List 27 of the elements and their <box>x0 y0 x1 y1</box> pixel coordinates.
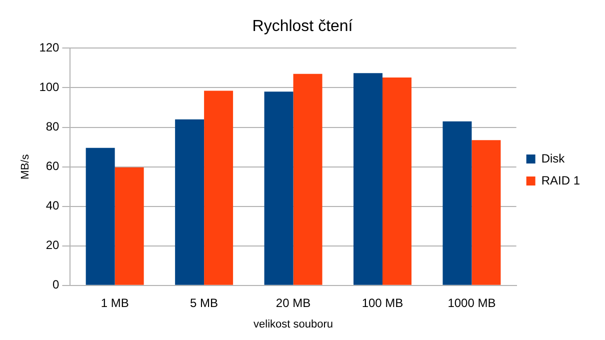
bar <box>175 119 204 285</box>
x-tick-label: 1000 MB <box>448 296 496 310</box>
legend-label: RAID 1 <box>541 173 580 188</box>
bar <box>86 148 115 285</box>
y-tick-label: 40 <box>46 198 60 213</box>
bar <box>114 167 144 285</box>
chart-title: Rychlost čtení <box>252 18 354 36</box>
x-tick-label: 5 MB <box>190 296 218 310</box>
bar <box>204 90 234 285</box>
y-tick-label: 60 <box>46 159 60 174</box>
y-tick-label: 120 <box>39 40 60 55</box>
bar <box>442 121 472 285</box>
bar <box>264 92 294 285</box>
y-tick-label: 20 <box>46 238 60 252</box>
y-tick-label: 80 <box>46 120 60 134</box>
x-tick-label: 100 MB <box>362 296 404 310</box>
y-axis-title: MB/s <box>20 154 32 180</box>
bar <box>472 140 501 285</box>
legend-label: Disk <box>541 151 566 166</box>
bar <box>382 77 412 285</box>
x-tick-label: 20 MB <box>276 296 311 310</box>
x-tick-label: 1 MB <box>100 296 129 310</box>
x-axis-title: velikost souboru <box>254 318 334 330</box>
bar <box>293 74 322 285</box>
y-tick-label: 100 <box>39 80 60 94</box>
bar <box>353 73 382 285</box>
y-tick-label: 0 <box>52 278 60 292</box>
